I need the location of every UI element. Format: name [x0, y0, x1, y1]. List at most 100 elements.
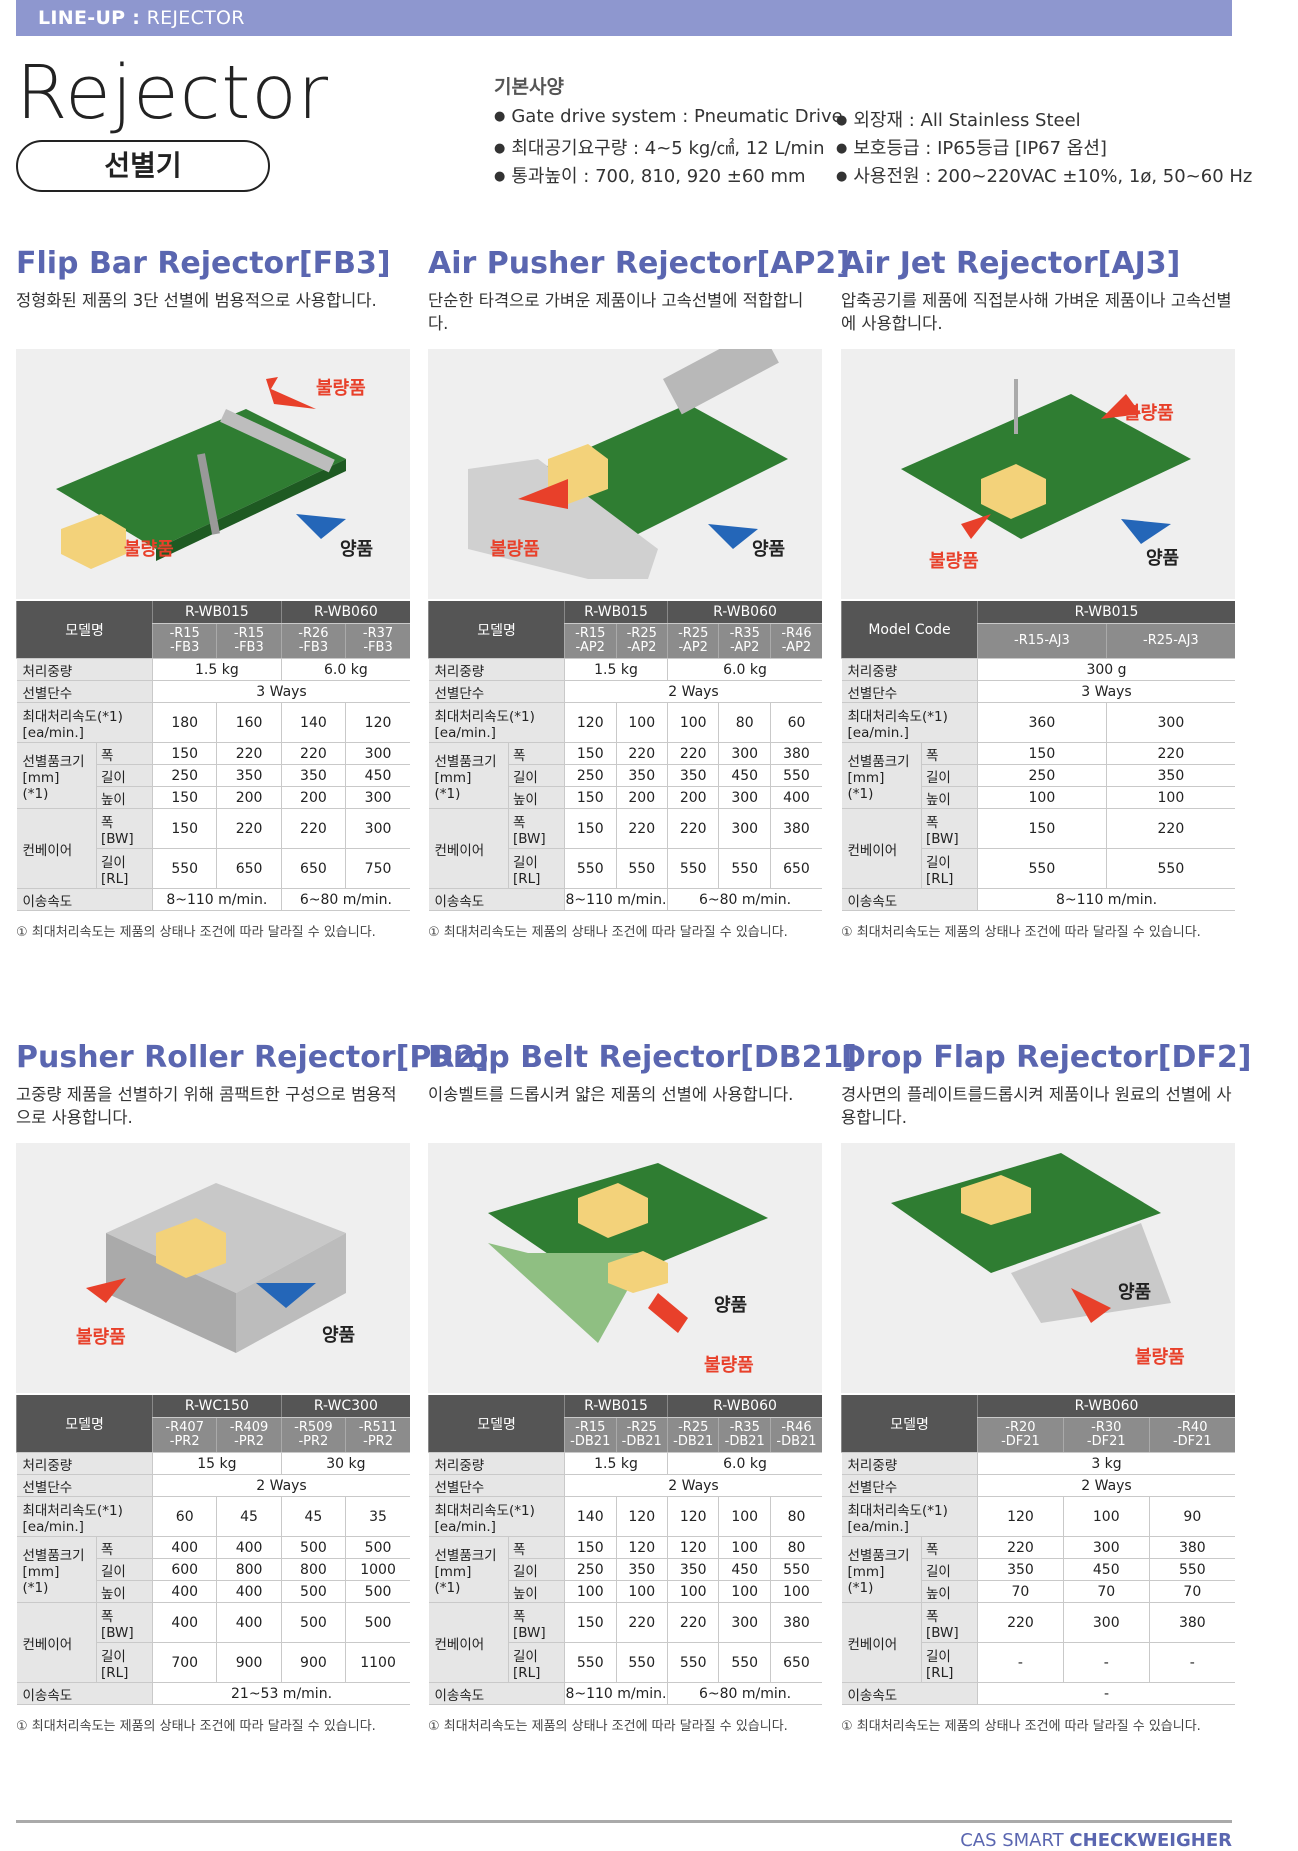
spec-item: Gate drive system : Pneumatic Drive: [494, 106, 842, 134]
speed-value: 360: [977, 702, 1107, 743]
reject-label: 불량품: [1124, 403, 1174, 424]
size-value: 100: [718, 1580, 771, 1603]
size-value: 350: [977, 1558, 1064, 1581]
basic-spec-left: Gate drive system : Pneumatic Drive 최대공기…: [494, 106, 842, 190]
row-label: 선별단수: [841, 680, 978, 703]
product-section: Flip Bar Rejector[FB3] 정형화된 제품의 3단 선별에 범용…: [15, 246, 410, 940]
weight-value: 6.0 kg: [666, 658, 822, 681]
row-sublabel: 폭: [920, 1536, 978, 1559]
speed-value: 120: [345, 702, 410, 743]
spec-table: 모델명 R-WB015 R-WB060 -R15 -FB3 -R15 -FB3 -R26 …: [15, 601, 410, 911]
row-label: 선별품크기 [mm] (*1): [841, 742, 922, 809]
conveyor-value: 300: [718, 1602, 771, 1643]
pass-label: 양품: [322, 1325, 356, 1346]
model-group: R-WB060: [280, 601, 410, 624]
size-value: 300: [345, 786, 410, 809]
size-value: 400: [216, 1536, 282, 1559]
product-section: Pusher Roller Rejector[PR2] 고중량 제품을 선별하기 …: [15, 1040, 489, 1734]
model-label: 모델명: [15, 601, 153, 659]
conveyor-value: 300: [718, 808, 771, 849]
product-illustration: 불량품 양품: [428, 349, 822, 599]
speed-value: 100: [718, 1496, 771, 1537]
speed-value: 100: [1062, 1496, 1150, 1537]
model-code: -R46 -AP2: [769, 623, 822, 659]
model-group: R-WB015: [564, 1395, 668, 1418]
row-sublabel: 높이: [920, 1580, 978, 1603]
conveyor-value: 500: [280, 1602, 346, 1643]
size-value: 120: [666, 1536, 719, 1559]
pass-label: 양품: [752, 539, 786, 560]
size-value: 300: [345, 742, 410, 765]
model-code: -R511 -PR2: [345, 1417, 410, 1453]
conveyor-value: 650: [280, 848, 346, 889]
size-value: 400: [216, 1580, 282, 1603]
conveyor-value: 550: [718, 1642, 771, 1683]
speed-value: 300: [1105, 702, 1235, 743]
conveyor-value: 550: [1105, 848, 1235, 889]
conveyor-value: 220: [216, 808, 282, 849]
size-value: 100: [666, 1580, 719, 1603]
conveyor-value: 550: [666, 848, 719, 889]
row-label: 선별품크기 [mm] (*1): [428, 1536, 509, 1603]
size-value: 150: [564, 786, 616, 809]
speed-value: 180: [152, 702, 217, 743]
model-group: R-WB015: [152, 601, 282, 624]
weight-value: 1.5 kg: [152, 658, 282, 681]
product-description: 정형화된 제품의 3단 선별에 범용적으로 사용합니다.: [16, 291, 377, 310]
size-value: 100: [615, 1580, 668, 1603]
row-sublabel: 폭 [BW]: [95, 808, 153, 849]
row-sublabel: 폭 [BW]: [95, 1602, 153, 1643]
spec-table: 모델명 R-WC150 R-WC300 -R407 -PR2 -R409 -PR2 -R5…: [15, 1395, 410, 1705]
product-title: Pusher Roller Rejector[PR2]: [16, 1040, 489, 1075]
speed-value: 120: [615, 1496, 668, 1537]
basic-spec-right: 외장재 : All Stainless Steel 보호등급 : IP65등급 …: [836, 106, 1252, 190]
speed-value: 80: [769, 1496, 822, 1537]
product-illustration: 불량품 불량품 양품: [16, 349, 410, 599]
row-label: 선별품크기 [mm] (*1): [428, 742, 509, 809]
model-label: 모델명: [15, 1395, 153, 1453]
size-value: 450: [1062, 1558, 1150, 1581]
row-sublabel: 길이 [RL]: [920, 848, 978, 889]
speed-value: 45: [216, 1496, 282, 1537]
conveyor-value: 220: [1105, 808, 1235, 849]
reject-label: 불량품: [704, 1355, 754, 1376]
ways-value: 2 Ways: [564, 1474, 822, 1497]
size-value: 350: [280, 764, 346, 787]
row-sublabel: 폭: [920, 742, 978, 765]
size-value: 500: [280, 1536, 346, 1559]
size-value: 300: [718, 786, 771, 809]
row-label: 처리중량: [841, 1452, 978, 1475]
reject-label: 불량품: [124, 539, 174, 560]
size-value: 550: [769, 1558, 822, 1581]
row-sublabel: 길이 [RL]: [95, 1642, 153, 1683]
model-code: -R46 -DB21: [769, 1417, 822, 1453]
conveyor-value: 650: [769, 848, 822, 889]
footer-divider: [16, 1820, 1232, 1823]
product-section: Drop Flap Rejector[DF2] 경사면의 플레이트를드롭시켜 제품…: [840, 1040, 1251, 1734]
conveyor-speed-value: 21~53 m/min.: [152, 1682, 410, 1705]
size-value: 600: [152, 1558, 217, 1581]
ways-value: 2 Ways: [564, 680, 822, 703]
size-value: 350: [666, 764, 719, 787]
weight-value: 6.0 kg: [280, 658, 410, 681]
model-code: -R35 -AP2: [718, 623, 771, 659]
speed-value: 120: [666, 1496, 719, 1537]
conveyor-value: 500: [345, 1602, 410, 1643]
model-label: 모델명: [427, 1395, 565, 1453]
conveyor-value: 300: [1062, 1602, 1150, 1643]
product-description: 경사면의 플레이트를드롭시켜 제품이나 원료의 선별에 사용합니다.: [841, 1085, 1232, 1127]
row-sublabel: 폭: [95, 1536, 153, 1559]
footnote: ① 최대처리속도는 제품의 상태나 조건에 따라 달라질 수 있습니다.: [841, 1719, 1201, 1734]
page-subtitle: 선별기: [16, 140, 270, 192]
lineup-label: LINE-UP :: [38, 7, 141, 29]
speed-value: 120: [977, 1496, 1064, 1537]
row-sublabel: 높이: [507, 1580, 565, 1603]
size-value: 70: [1148, 1580, 1235, 1603]
size-value: 800: [216, 1558, 282, 1581]
product-illustration: 불량품 양품: [16, 1143, 410, 1393]
conveyor-value: -: [977, 1642, 1064, 1683]
row-label: 이송속도: [16, 1682, 153, 1705]
size-value: 200: [280, 786, 346, 809]
size-value: 220: [977, 1536, 1064, 1559]
speed-value: 160: [216, 702, 282, 743]
